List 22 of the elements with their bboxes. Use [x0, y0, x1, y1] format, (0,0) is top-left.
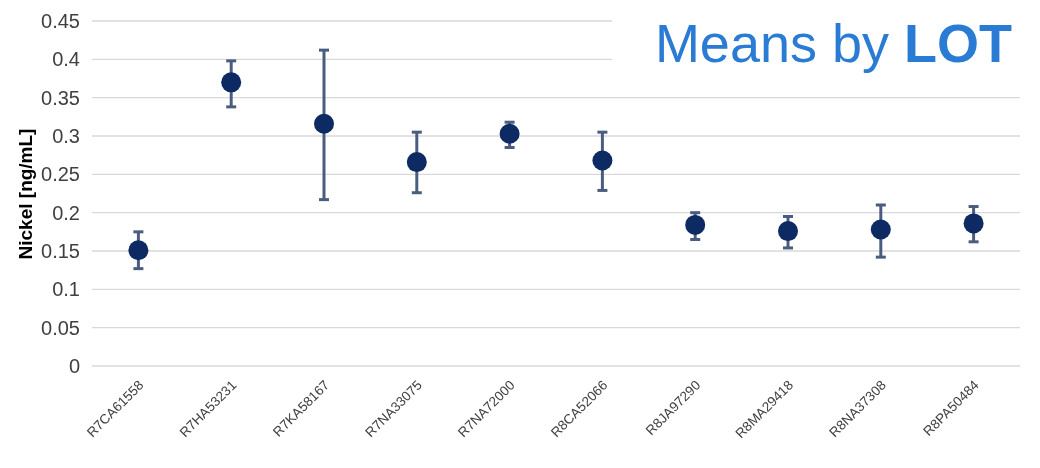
y-tick-label: 0.4: [52, 48, 80, 71]
chart-title: Means by LOT: [654, 13, 1013, 73]
y-tick-label: 0: [68, 355, 80, 377]
point: [685, 214, 706, 235]
point: [406, 152, 427, 173]
point: [592, 150, 613, 171]
y-tick-label: 0.15: [41, 240, 80, 262]
point: [314, 113, 334, 134]
y-tick-label: 0.25: [41, 163, 80, 186]
point: [963, 213, 984, 234]
y-tick-label: 0.35: [41, 86, 80, 109]
point: [221, 72, 242, 93]
y-tick-label: 0.2: [52, 201, 80, 224]
y-tick-label: 0.3: [52, 125, 80, 147]
point: [499, 123, 520, 144]
y-axis-title: Nickel [ng/mL]: [15, 128, 36, 260]
point: [128, 240, 149, 261]
point: [778, 221, 798, 242]
y-tick-label: 0.05: [41, 316, 80, 339]
y-tick-label: 0.45: [41, 10, 80, 32]
y-tick-label: 0.1: [52, 278, 80, 301]
point: [870, 219, 891, 240]
